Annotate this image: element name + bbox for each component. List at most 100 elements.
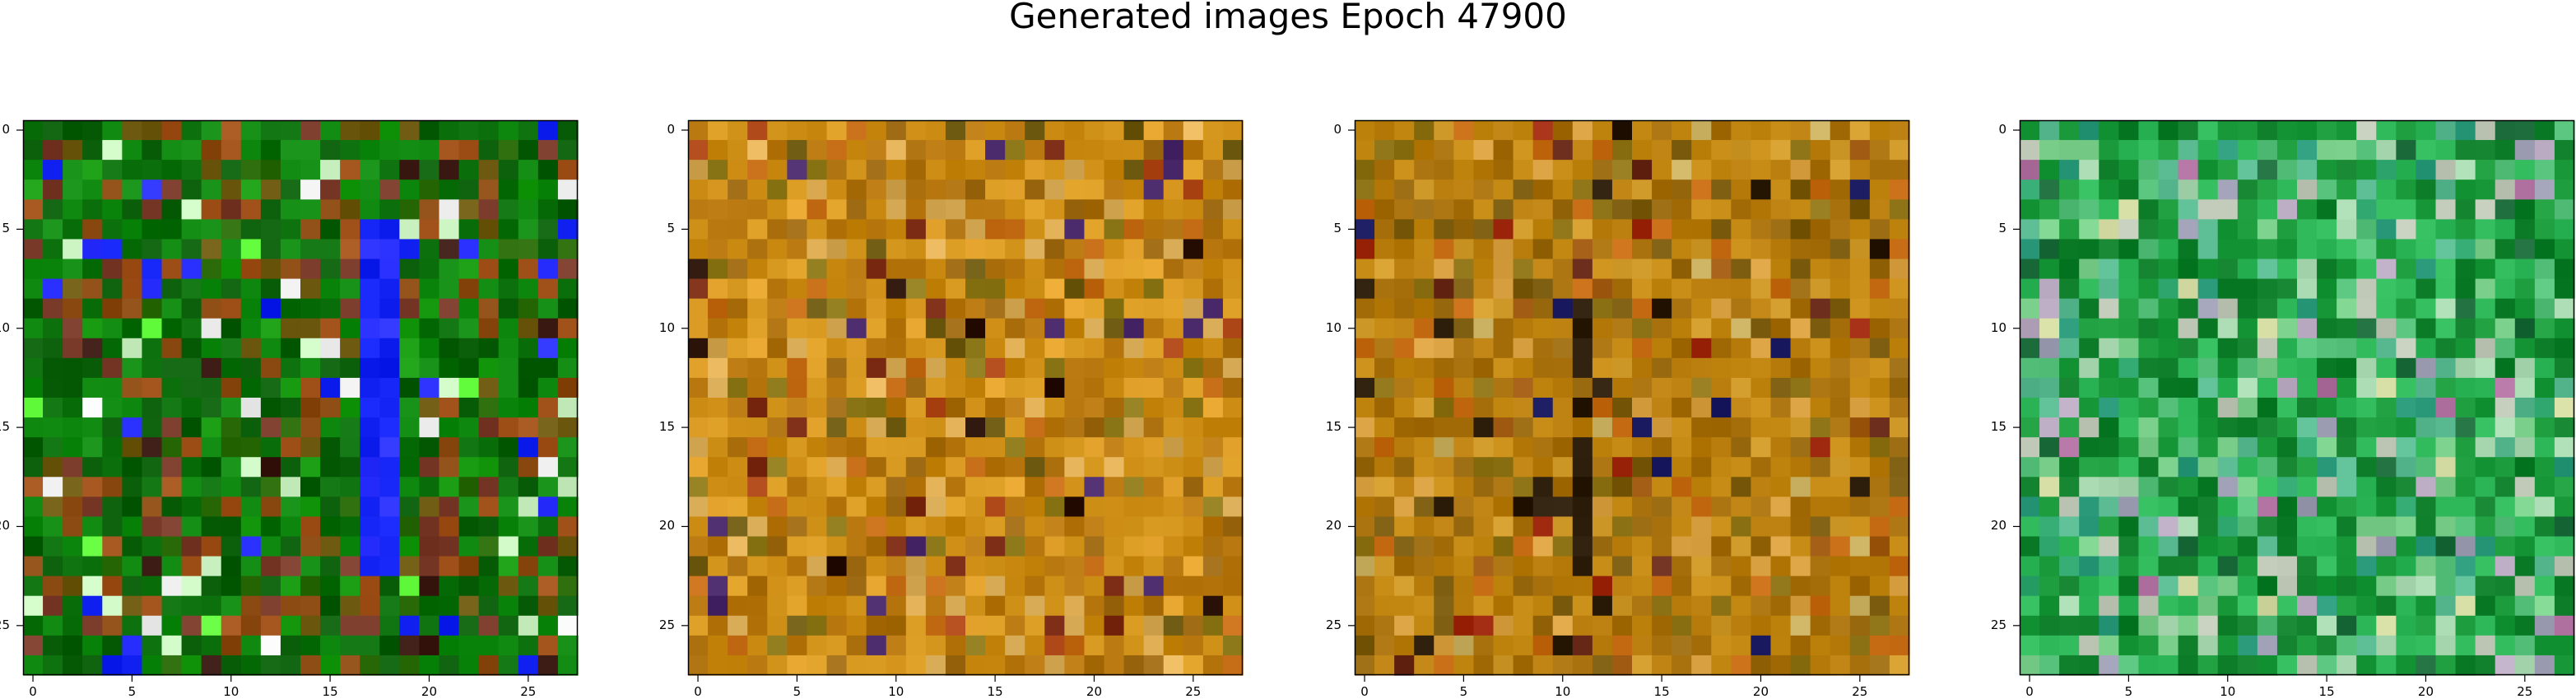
pixel-cell — [1163, 318, 1184, 339]
pixel-cell — [1513, 457, 1534, 478]
pixel-cell — [2554, 377, 2575, 398]
pixel-cell — [1552, 357, 1574, 379]
pixel-cell — [866, 556, 887, 577]
pixel-cell — [1770, 259, 1792, 280]
pixel-cell — [1104, 437, 1125, 458]
pixel-cell — [399, 377, 421, 398]
pixel-cell — [1611, 536, 1633, 557]
pixel-cell — [478, 377, 500, 398]
pixel-cell — [2435, 615, 2457, 636]
pixel-cell — [518, 219, 539, 240]
pixel-cell — [2416, 615, 2437, 636]
pixel-cell — [2337, 377, 2357, 398]
pixel-cell — [1163, 140, 1184, 161]
pixel-cell — [905, 655, 927, 676]
pixel-cell — [728, 140, 748, 161]
pixel-cell — [458, 239, 480, 260]
pixel-cell — [1143, 398, 1165, 418]
pixel-cell — [1005, 417, 1025, 438]
pixel-cell — [360, 576, 380, 597]
pixel-cell — [807, 477, 828, 497]
pixel-cell — [1005, 239, 1025, 260]
pixel-cell — [2197, 318, 2219, 339]
pixel-cell — [1493, 298, 1514, 319]
pixel-cell — [2138, 338, 2160, 359]
pixel-cell — [1123, 576, 1145, 597]
pixel-cell — [1044, 318, 1065, 339]
pixel-cell — [399, 259, 421, 280]
pixel-cell — [1123, 477, 1145, 497]
pixel-cell — [1355, 278, 1375, 300]
pixel-cell — [2276, 655, 2298, 676]
pixel-cell — [518, 140, 539, 161]
pixel-cell — [2534, 120, 2555, 141]
pixel-cell — [1104, 357, 1125, 379]
pixel-cell — [2138, 437, 2160, 458]
pixel-cell — [1005, 496, 1025, 518]
pixel-cell — [1202, 377, 1224, 398]
pixel-cell — [1064, 477, 1086, 497]
pixel-cell — [826, 635, 848, 656]
pixel-cell — [280, 437, 301, 458]
pixel-cell — [142, 536, 163, 557]
pixel-cell — [2039, 278, 2060, 300]
pixel-cell — [2554, 398, 2575, 418]
pixel-cell — [240, 179, 262, 200]
pixel-cell — [161, 338, 183, 359]
pixel-cell — [846, 239, 867, 260]
pixel-cell — [2396, 556, 2417, 577]
pixel-cell — [340, 516, 360, 538]
pixel-cell — [2197, 160, 2219, 180]
pixel-cell — [2237, 417, 2258, 438]
pixel-cell — [122, 338, 143, 359]
pixel-cell — [2317, 477, 2337, 497]
pixel-cell — [1810, 655, 1831, 676]
pixel-cell — [498, 477, 519, 497]
pixel-cell — [23, 576, 44, 597]
pixel-cell — [2099, 595, 2119, 617]
pixel-cell — [1830, 278, 1851, 300]
pixel-cell — [2158, 140, 2179, 161]
pixel-cell — [1592, 516, 1613, 538]
pixel-cell — [2079, 338, 2099, 359]
pixel-cell — [399, 357, 421, 379]
pixel-cell — [1064, 536, 1086, 557]
pixel-cell — [1869, 278, 1890, 300]
pixel-cell — [1394, 318, 1415, 339]
pixel-cell — [1143, 477, 1165, 497]
pixel-cell — [2376, 239, 2397, 260]
pixel-cell — [985, 417, 1006, 438]
pixel-cell — [807, 516, 828, 538]
pixel-cell — [2059, 377, 2080, 398]
pixel-cell — [43, 635, 63, 656]
pixel-cell — [1355, 259, 1375, 280]
pixel-cell — [846, 477, 867, 497]
pixel-cell — [2297, 556, 2318, 577]
pixel-cell — [2475, 338, 2496, 359]
pixel-cell — [2138, 298, 2160, 319]
pixel-cell — [1810, 298, 1831, 319]
pixel-cell — [1493, 338, 1514, 359]
pixel-cell — [142, 239, 163, 260]
pixel-cell — [2276, 437, 2298, 458]
pixel-cell — [1163, 179, 1184, 200]
pixel-cell — [2396, 239, 2417, 260]
pixel-cell — [82, 120, 103, 141]
pixel-cell — [807, 398, 828, 418]
pixel-cell — [787, 496, 808, 518]
pixel-cell — [1790, 259, 1811, 280]
pixel-cell — [2514, 516, 2536, 538]
pixel-cell — [1084, 496, 1105, 518]
pixel-cell — [2257, 338, 2278, 359]
pixel-cell — [557, 298, 579, 319]
pixel-cell — [886, 377, 907, 398]
x-tick-label: 20 — [1086, 684, 1102, 699]
pixel-cell — [201, 536, 222, 557]
pixel-cell — [2158, 516, 2179, 538]
pixel-cell — [1869, 140, 1890, 161]
subplot-2: 0 5 10 15 20 25 0 5 10 15 20 25 — [659, 119, 1244, 698]
pixel-cell — [43, 516, 63, 538]
pixel-cell — [458, 516, 480, 538]
pixel-cell — [1889, 199, 1910, 220]
pixel-cell — [728, 655, 748, 676]
